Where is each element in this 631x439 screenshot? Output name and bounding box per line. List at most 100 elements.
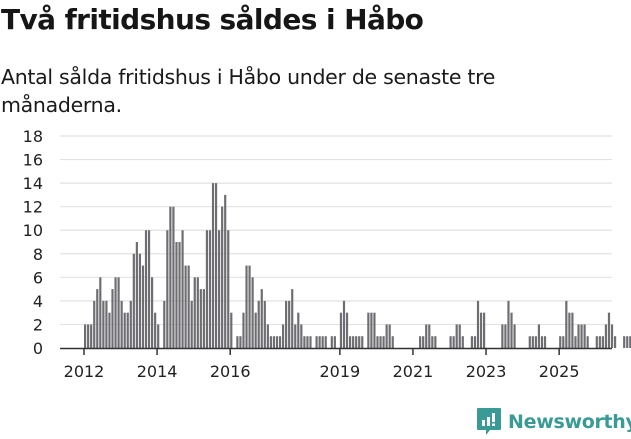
bar (534, 336, 537, 348)
bar (151, 277, 154, 348)
bar (306, 336, 309, 348)
bar (330, 336, 333, 348)
brand-name: Newsworthy (508, 411, 631, 433)
y-tick-label: 8 (33, 245, 43, 264)
bars (84, 183, 631, 348)
bar (214, 183, 218, 348)
x-tick-label: 2019 (319, 362, 360, 381)
bar (358, 336, 361, 348)
bar (260, 289, 263, 348)
bar (428, 324, 431, 348)
bar (586, 336, 589, 348)
bar (108, 312, 111, 348)
bar (303, 336, 306, 348)
bar (559, 336, 562, 348)
bar (129, 300, 132, 348)
bar (528, 336, 531, 348)
bar (352, 336, 355, 348)
bar (300, 324, 303, 348)
bar (96, 289, 99, 348)
bar (163, 300, 166, 348)
bar (507, 300, 510, 348)
bar (607, 312, 611, 348)
bar (227, 230, 230, 348)
bar (90, 324, 93, 348)
bar (501, 324, 504, 348)
bar (629, 336, 631, 348)
bar (373, 312, 376, 348)
bar (419, 336, 422, 348)
y-tick-label: 12 (23, 198, 43, 217)
bar (117, 277, 120, 348)
bar (385, 324, 388, 348)
bar (236, 336, 239, 348)
bar (626, 336, 629, 348)
bar (537, 324, 541, 348)
bar (452, 336, 455, 348)
bar (275, 336, 279, 348)
y-tick-label: 0 (33, 339, 43, 358)
bar (333, 336, 336, 348)
bar (613, 336, 617, 348)
bar (202, 289, 205, 348)
x-tick-label: 2012 (64, 362, 105, 381)
bar (367, 312, 370, 348)
bar (540, 336, 544, 348)
bar (431, 336, 434, 348)
bar (181, 230, 184, 348)
bar (132, 253, 135, 348)
x-axis: 2012 2014 2016 2019 2021 2023 2025 (60, 347, 612, 381)
bar (565, 300, 568, 348)
bar (510, 312, 513, 348)
bar (193, 277, 196, 348)
bar (361, 336, 364, 348)
bar (257, 300, 260, 348)
bar (120, 300, 123, 348)
y-axis-ticks: 0 2 4 6 8 10 12 14 16 18 (23, 127, 43, 358)
bar (208, 230, 212, 348)
bar (294, 324, 297, 348)
bar (473, 336, 477, 348)
bar (169, 206, 172, 348)
bar (288, 300, 291, 348)
bar (483, 312, 486, 348)
bar (623, 336, 626, 348)
bar (230, 312, 233, 348)
bar (568, 312, 571, 348)
bar (205, 230, 209, 348)
bar (178, 242, 181, 348)
bar (574, 336, 577, 348)
bar (601, 336, 604, 348)
bar (604, 324, 608, 348)
bar (99, 277, 102, 348)
bar (84, 324, 87, 348)
bar (147, 230, 151, 348)
bar (172, 206, 175, 348)
bar (339, 312, 343, 348)
bar (269, 336, 272, 348)
y-tick-label: 4 (33, 292, 43, 311)
bar (199, 289, 202, 348)
bar (370, 312, 373, 348)
bar (422, 336, 425, 348)
bar (248, 265, 251, 348)
bar (278, 336, 282, 348)
bar (543, 336, 547, 348)
bar (470, 336, 474, 348)
bar (281, 324, 285, 348)
bar (321, 336, 324, 348)
bar (245, 265, 248, 348)
bar (102, 300, 105, 348)
bar (595, 336, 598, 348)
bar (577, 324, 580, 348)
bar (190, 300, 193, 348)
bar (476, 300, 480, 348)
bar (285, 300, 288, 348)
bar (166, 230, 169, 348)
bar (379, 336, 382, 348)
y-tick-label: 14 (23, 174, 43, 193)
y-tick-label: 2 (33, 315, 43, 334)
bar (434, 336, 437, 348)
bar (455, 324, 458, 348)
bar-chart: 0 2 4 6 8 10 12 14 16 18 2012 2014 2016 2019 2021 2023… (0, 120, 631, 390)
